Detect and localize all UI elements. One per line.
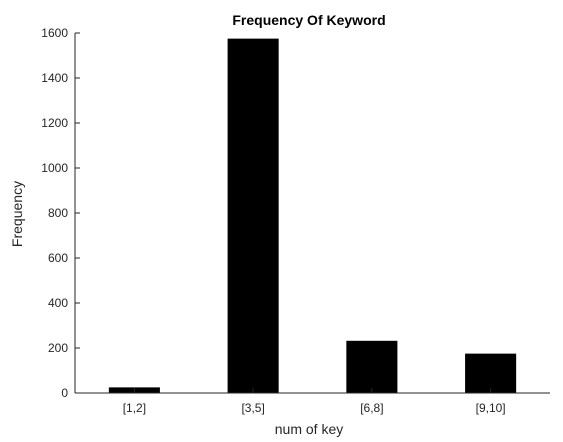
y-tick-label: 1400 <box>41 71 68 85</box>
chart-title: Frequency Of Keyword <box>232 12 385 28</box>
y-tick-label: 800 <box>48 206 68 220</box>
y-ticks-group: 0 200 400 600 800 1000 1200 1400 1600 <box>41 26 80 400</box>
y-tick-label: 600 <box>48 251 68 265</box>
y-tick-label: 400 <box>48 296 68 310</box>
bars-group <box>108 38 517 393</box>
y-tick-label: 200 <box>48 341 68 355</box>
x-axis-title: num of key <box>275 421 343 437</box>
y-tick-label: 1600 <box>41 26 68 40</box>
x-tick-label: [1,2] <box>123 401 146 415</box>
y-tick-label: 1200 <box>41 116 68 130</box>
y-axis-title: Frequency <box>9 181 25 247</box>
x-tick-label: [6,8] <box>360 401 383 415</box>
y-tick-label: 1000 <box>41 161 68 175</box>
bar-3 <box>346 340 398 393</box>
y-tick-label: 0 <box>61 386 68 400</box>
bar-2 <box>227 38 279 393</box>
bar-4 <box>465 353 517 393</box>
x-ticks-group: [1,2] [3,5] [6,8] [9,10] <box>123 388 506 415</box>
x-tick-label: [3,5] <box>241 401 264 415</box>
x-tick-label: [9,10] <box>476 401 506 415</box>
axes-group <box>74 33 550 394</box>
